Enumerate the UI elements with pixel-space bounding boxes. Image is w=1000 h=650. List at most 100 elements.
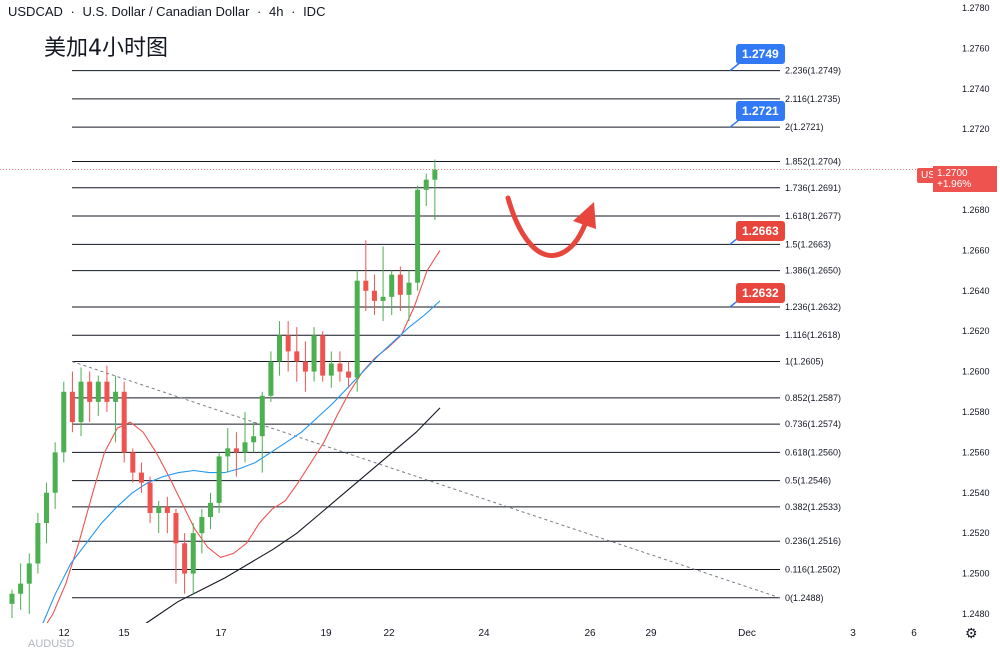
x-tick-label: 19 — [320, 628, 332, 639]
candle-body — [35, 523, 41, 564]
candle-body — [423, 179, 429, 190]
fibonacci-extension[interactable]: 2.236(1.2749) 2.116(1.2735) 2(1.2721) 1.852… — [72, 66, 841, 603]
candle-body — [173, 512, 179, 544]
candle-body — [380, 296, 386, 301]
y-tick-label: 1.2660 — [962, 245, 990, 255]
fib-level-label: 0.736(1.2574) — [785, 419, 841, 429]
candle-body — [277, 335, 283, 362]
candle-body — [285, 335, 291, 352]
candle-body — [354, 280, 360, 378]
chart-annotation: 美加4小时图 — [44, 36, 168, 61]
candle-body — [78, 381, 84, 423]
ma-mid-line — [39, 300, 441, 631]
candle-body — [320, 335, 326, 376]
candle-body — [147, 482, 153, 513]
separator: · — [257, 4, 262, 19]
fib-level-label: 0.852(1.2587) — [785, 393, 841, 403]
candle-body — [182, 543, 188, 574]
y-tick-label: 1.2760 — [962, 43, 990, 53]
y-tick-label: 1.2720 — [962, 124, 990, 134]
x-tick-label: 22 — [383, 628, 395, 639]
y-tick-label: 1.2480 — [962, 609, 990, 619]
fib-level-label: 0.116(1.2502) — [785, 565, 840, 575]
candle-body — [251, 436, 257, 443]
candle-body — [121, 391, 127, 453]
candle-body — [216, 456, 222, 503]
arrow-head-icon — [573, 202, 596, 229]
candle-body — [26, 563, 32, 584]
candle-body — [138, 472, 144, 483]
last-price: 1.2700 — [937, 168, 968, 179]
fib-level-label: 2(1.2721) — [785, 122, 824, 132]
fib-level-label: 1.618(1.2677) — [785, 211, 841, 221]
candle-body — [225, 448, 231, 457]
y-tick-label: 1.2780 — [962, 3, 990, 13]
candle-body — [9, 593, 15, 604]
forecast-arrow — [505, 195, 596, 259]
candle-body — [69, 391, 75, 423]
candle-body — [397, 274, 403, 295]
fib-level-label: 1.236(1.2632) — [785, 302, 841, 312]
candle-body — [328, 363, 334, 376]
ma-fast-line — [39, 250, 441, 635]
time-axis-bg — [0, 623, 955, 648]
candle-body — [432, 169, 438, 180]
support-badge-1: 1.2663 — [736, 221, 785, 241]
x-tick-label: 3 — [850, 628, 856, 639]
x-tick-label: 12 — [58, 628, 70, 639]
price-change: +1.96% — [937, 179, 972, 190]
candle-body — [415, 189, 421, 283]
candle-body — [294, 351, 300, 362]
candle-body — [18, 583, 24, 594]
fib-level-label: 0.5(1.2546) — [785, 476, 831, 486]
fib-level-label: 0.382(1.2533) — [785, 502, 841, 512]
candle-body — [156, 506, 162, 513]
candle-body — [346, 371, 352, 378]
candle-body — [104, 381, 110, 402]
candle-body — [311, 335, 317, 372]
fib-level-label: 2.116(1.2735) — [785, 94, 840, 104]
y-tick-label: 1.2680 — [962, 205, 990, 215]
candlesticks — [9, 159, 438, 618]
data-source: IDC — [303, 4, 326, 19]
x-tick-label: 15 — [118, 628, 130, 639]
candle-body — [95, 381, 101, 402]
y-tick-label: 1.2620 — [962, 326, 990, 336]
fib-level-label: 0.236(1.2516) — [785, 536, 841, 546]
candle-body — [113, 391, 119, 402]
candle-body — [259, 395, 265, 437]
candle-body — [164, 506, 170, 513]
candle-body — [52, 452, 58, 493]
x-tick-label: 24 — [478, 628, 490, 639]
target-badge-2: 1.2721 — [736, 101, 785, 121]
fib-level-label: 1.5(1.2663) — [785, 239, 831, 249]
candle-body — [302, 361, 308, 372]
separator: · — [70, 4, 75, 19]
y-tick-label: 1.2740 — [962, 84, 990, 94]
last-price-tag: 1.2700 +1.96% — [933, 166, 997, 192]
y-tick-label: 1.2540 — [962, 488, 990, 498]
fib-level-label: 1.116(1.2618) — [785, 330, 840, 340]
y-tick-label: 1.2640 — [962, 286, 990, 296]
ma-slow-line — [129, 407, 441, 635]
candle-body — [87, 381, 93, 402]
y-tick-label: 1.2520 — [962, 528, 990, 538]
x-tick-label: 6 — [911, 628, 917, 639]
y-tick-label: 1.2560 — [962, 447, 990, 457]
x-tick-label: 26 — [584, 628, 596, 639]
candle-body — [199, 517, 205, 534]
secondary-symbol: AUDUSD — [28, 638, 75, 650]
y-tick-label: 1.2500 — [962, 569, 990, 579]
settings-gear-icon[interactable]: ⚙ — [965, 625, 978, 641]
candle-body — [371, 290, 377, 301]
separator: · — [291, 4, 296, 19]
chart-header: USDCAD · U.S. Dollar / Canadian Dollar ·… — [8, 4, 329, 19]
fib-level-label: 1.736(1.2691) — [785, 183, 841, 193]
timeframe-label[interactable]: 4h — [269, 4, 284, 19]
fib-level-label: 0(1.2488) — [785, 593, 824, 603]
y-tick-label: 1.2580 — [962, 407, 990, 417]
symbol-label[interactable]: USDCAD — [8, 4, 63, 19]
candle-body — [44, 492, 50, 524]
